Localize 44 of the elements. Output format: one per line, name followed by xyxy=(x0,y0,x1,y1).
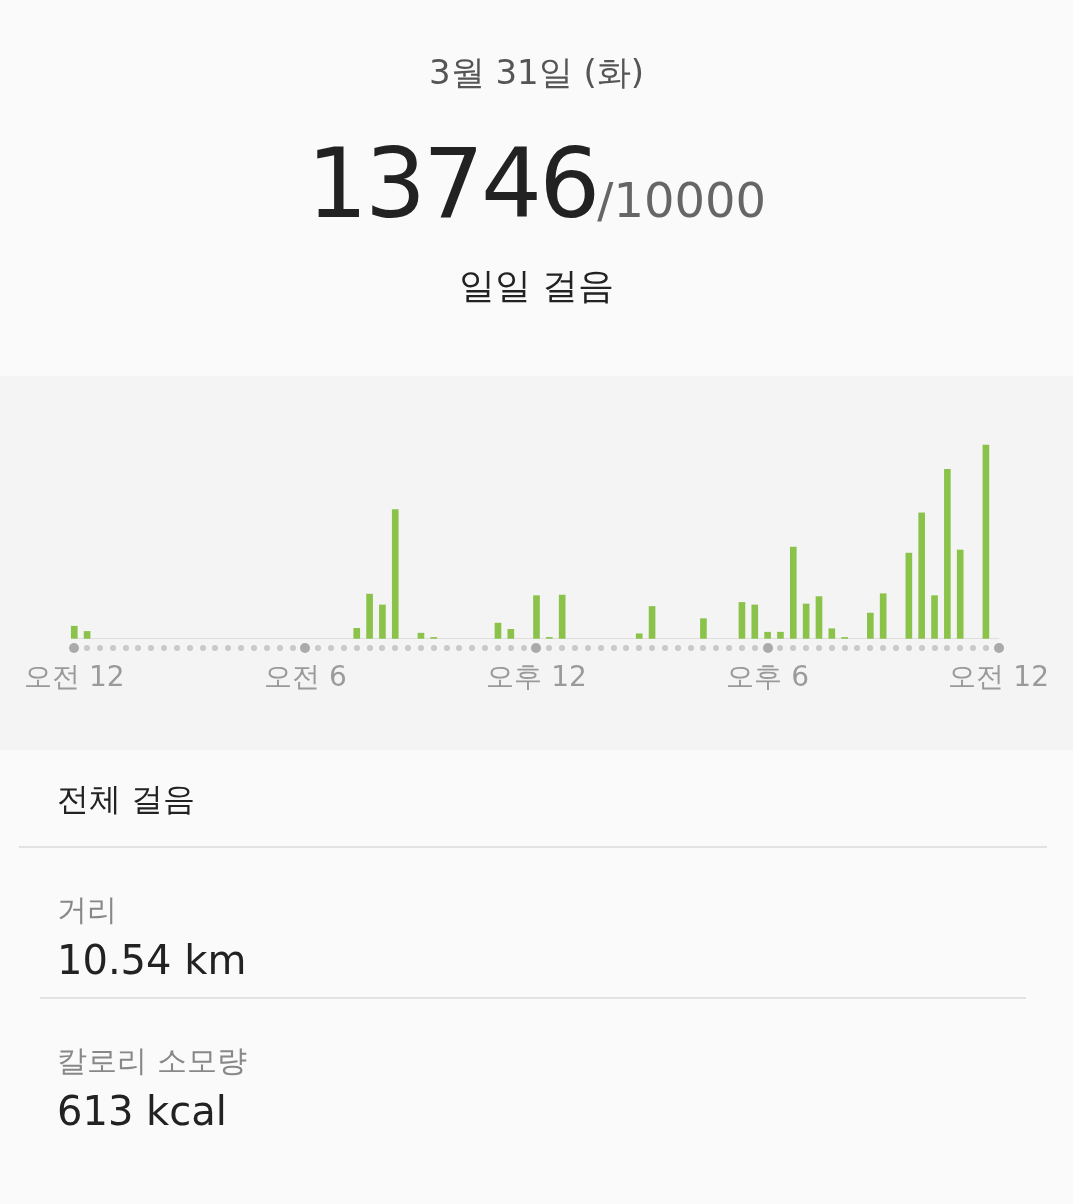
text: /10000 xyxy=(597,172,767,228)
bar xyxy=(905,552,913,639)
bar xyxy=(417,632,425,639)
text: 칼로리 소모량 xyxy=(56,1042,248,1080)
x-tick-label: 오전 12 xyxy=(948,660,1049,694)
bar xyxy=(353,628,361,639)
bar xyxy=(391,509,399,639)
x-tick-label: 오후 6 xyxy=(726,660,809,694)
bar xyxy=(867,612,874,639)
bar xyxy=(751,604,759,639)
bar xyxy=(944,469,951,639)
bar xyxy=(931,595,938,639)
bar xyxy=(558,594,566,639)
bar xyxy=(918,512,926,639)
bar xyxy=(635,633,643,639)
bar xyxy=(379,604,386,639)
bar xyxy=(982,444,990,639)
bar xyxy=(828,628,836,639)
text: 거리 xyxy=(56,891,118,929)
x-tick-label: 오전 6 xyxy=(264,660,347,694)
bar xyxy=(815,596,823,639)
bar xyxy=(777,631,784,639)
bar xyxy=(700,618,707,639)
bar xyxy=(366,593,373,639)
bar xyxy=(507,628,515,639)
bar xyxy=(956,549,964,639)
text: 전체 걸음 xyxy=(56,779,197,820)
text: 13746 xyxy=(306,128,598,240)
x-tick-label: 오후 12 xyxy=(486,660,587,694)
bar xyxy=(83,631,91,639)
text: 10.54 km xyxy=(56,936,248,985)
bar xyxy=(738,602,746,639)
text: 일일 걸음 xyxy=(457,264,616,308)
bar xyxy=(533,595,540,639)
bar xyxy=(494,622,502,639)
x-tick-label: 오전 12 xyxy=(24,660,125,694)
bar xyxy=(648,606,656,639)
bar xyxy=(789,546,797,639)
text: 613 kcal xyxy=(56,1087,228,1134)
bar xyxy=(764,631,771,639)
bar xyxy=(879,593,887,639)
bar xyxy=(70,625,78,639)
chart-title: 3월 31일 (화) xyxy=(427,51,645,94)
bar xyxy=(802,603,810,639)
